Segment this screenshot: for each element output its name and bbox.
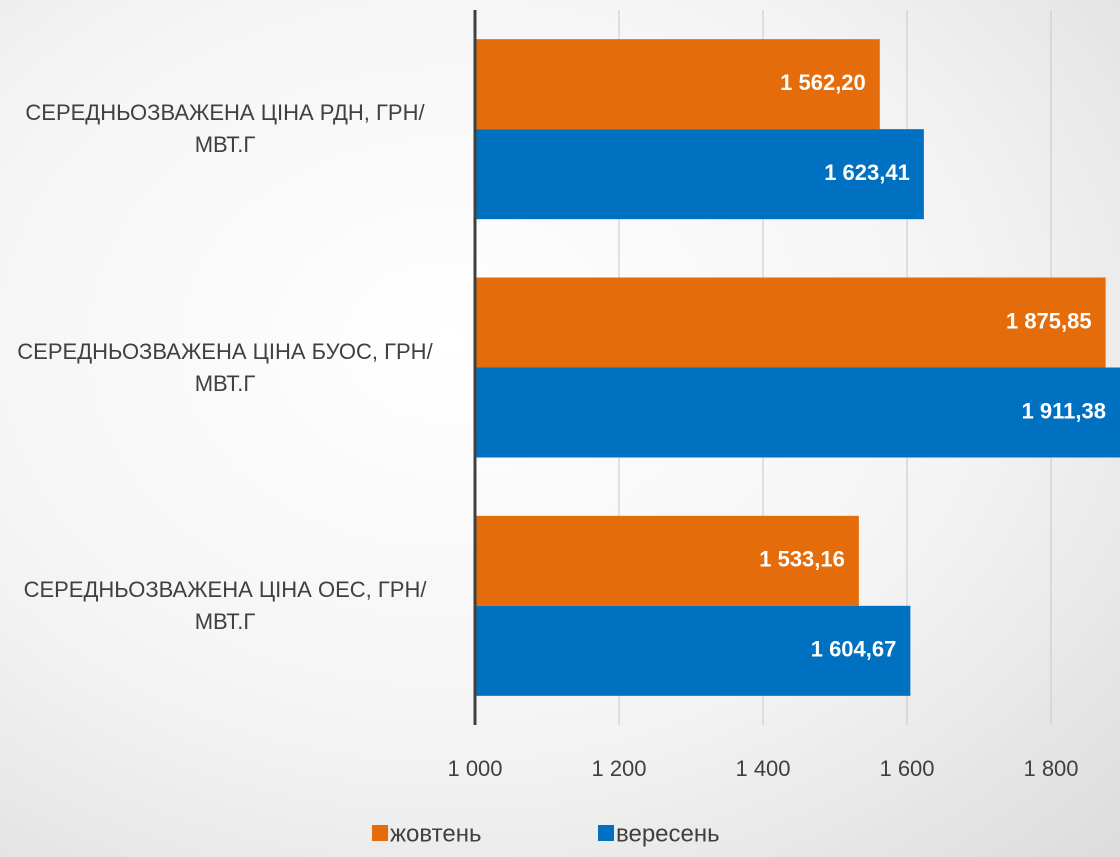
- legend-label: жовтень: [390, 820, 481, 847]
- value-label: 1 623,41: [824, 160, 910, 185]
- bar: [475, 129, 924, 220]
- legend-label: вересень: [616, 820, 720, 847]
- x-tick-label: 1 000: [447, 756, 502, 781]
- y-tick-label: СЕРЕДНЬОЗВАЖЕНА ЦІНА ОЕС, ГРН/МВТ.Г: [23, 576, 427, 634]
- x-tick-label: 1 600: [879, 756, 934, 781]
- x-tick-label: 1 200: [591, 756, 646, 781]
- legend-swatch: [372, 825, 388, 841]
- value-label: 1 875,85: [1006, 308, 1092, 333]
- value-label: 1 604,67: [811, 637, 897, 662]
- bar: [475, 367, 1120, 458]
- legend-swatch: [598, 825, 614, 841]
- value-label: 1 562,20: [780, 70, 866, 95]
- y-tick-label: СЕРЕДНЬОЗВАЖЕНА ЦІНА РДН, ГРН/МВТ.Г: [25, 100, 425, 158]
- value-label: 1 533,16: [759, 547, 845, 572]
- bar: [475, 605, 911, 696]
- bar: [475, 515, 859, 606]
- value-label: 1 911,38: [1022, 398, 1106, 423]
- bar: [475, 277, 1106, 368]
- bar: [475, 39, 880, 130]
- y-tick-label: СЕРЕДНЬОЗВАЖЕНА ЦІНА БУОС, ГРН/МВТ.Г: [17, 338, 433, 396]
- x-tick-label: 1 400: [735, 756, 790, 781]
- x-tick-label: 1 800: [1023, 756, 1078, 781]
